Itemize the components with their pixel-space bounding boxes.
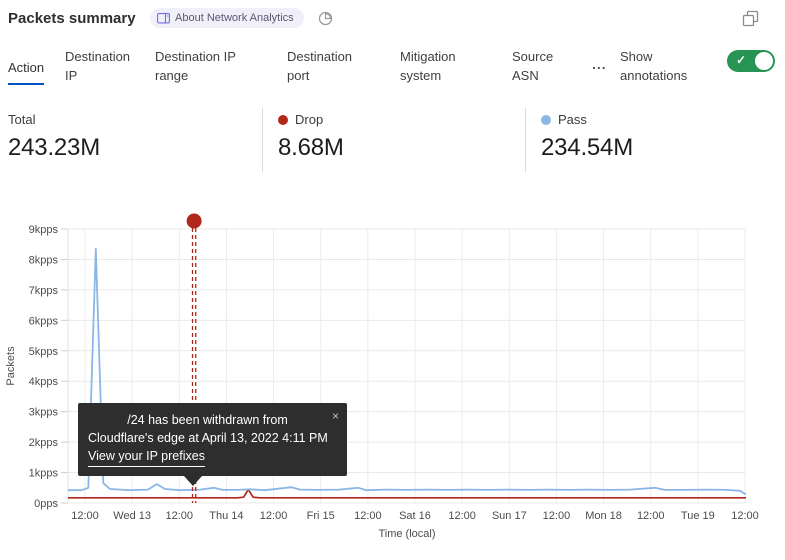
- stat-drop: Drop 8.68M: [278, 112, 344, 162]
- svg-text:Mon 18: Mon 18: [585, 510, 622, 522]
- stat-label: Drop: [295, 112, 324, 127]
- tab-action[interactable]: Action: [8, 59, 45, 85]
- stat-label: Total: [8, 112, 36, 127]
- divider: [262, 108, 263, 172]
- tab-mitigation-system[interactable]: Mitigation system: [400, 49, 456, 83]
- svg-text:3kpps: 3kpps: [29, 407, 59, 419]
- drop-line: [68, 488, 746, 499]
- tooltip-caret-icon: [184, 476, 202, 487]
- show-annotations-label: Show annotations: [620, 49, 688, 83]
- y-axis-title: Packets: [5, 346, 17, 386]
- toggle-knob: [755, 52, 773, 70]
- about-network-analytics-badge[interactable]: About Network Analytics: [150, 8, 304, 28]
- book-icon: [157, 12, 170, 24]
- annotation-tooltip: × /24 has been withdrawn from Cloudflare…: [78, 403, 347, 487]
- svg-text:5kpps: 5kpps: [29, 346, 59, 358]
- tooltip-message-line2: Cloudflare's edge at April 13, 2022 4:11…: [88, 431, 328, 446]
- page-title: Packets summary: [8, 9, 136, 27]
- svg-text:12:00: 12:00: [637, 510, 665, 522]
- drop-dot-icon: [278, 114, 288, 125]
- tab-destination-port[interactable]: Destination port: [287, 49, 353, 83]
- badge-label: About Network Analytics: [175, 12, 294, 24]
- pass-line: [68, 247, 747, 496]
- stat-label: Pass: [558, 112, 587, 127]
- more-tabs-button[interactable]: ...: [592, 56, 607, 72]
- svg-text:8kpps: 8kpps: [29, 254, 59, 266]
- x-axis-title: Time (local): [378, 528, 435, 540]
- header: Packets summary About Network Analytics: [8, 8, 777, 36]
- stat-pass: Pass 234.54M: [541, 112, 633, 162]
- svg-text:12:00: 12:00: [543, 510, 571, 522]
- svg-text:4kpps: 4kpps: [29, 376, 59, 388]
- stat-total: Total 243.23M: [8, 112, 100, 162]
- svg-text:Sat 16: Sat 16: [399, 510, 431, 522]
- svg-text:2kpps: 2kpps: [29, 437, 59, 449]
- tooltip-message-line1: /24 has been withdrawn from: [127, 413, 288, 427]
- stat-value: 234.54M: [541, 134, 633, 161]
- drop-legend-item[interactable]: Drop: [278, 112, 344, 127]
- close-icon[interactable]: ×: [331, 409, 339, 423]
- svg-text:Sun 17: Sun 17: [492, 510, 527, 522]
- dimension-tabs: Action Destination IP Destination IP ran…: [0, 46, 785, 98]
- stat-value: 243.23M: [8, 134, 100, 161]
- svg-text:12:00: 12:00: [71, 510, 99, 522]
- tab-destination-ip-range[interactable]: Destination IP range: [155, 49, 236, 83]
- svg-text:12:00: 12:00: [448, 510, 476, 522]
- svg-text:0pps: 0pps: [34, 498, 58, 510]
- divider: [525, 108, 526, 172]
- svg-text:1kpps: 1kpps: [29, 468, 59, 480]
- svg-text:12:00: 12:00: [354, 510, 382, 522]
- pass-dot-icon: [541, 114, 551, 125]
- show-annotations-toggle[interactable]: ✓: [727, 50, 775, 72]
- stat-total-label-row: Total: [8, 112, 100, 127]
- tooltip-link[interactable]: View your IP prefixes: [88, 447, 205, 468]
- pass-legend-item[interactable]: Pass: [541, 112, 633, 127]
- svg-text:12:00: 12:00: [731, 510, 759, 522]
- svg-text:7kpps: 7kpps: [29, 285, 59, 297]
- svg-text:Tue 19: Tue 19: [681, 510, 715, 522]
- svg-text:Fri 15: Fri 15: [307, 510, 335, 522]
- summary-stats: Total 243.23M Drop 8.68M Pass 234.54M: [0, 108, 785, 178]
- annotation-dot[interactable]: [186, 213, 202, 229]
- stat-value: 8.68M: [278, 134, 344, 161]
- svg-text:Thu 14: Thu 14: [209, 510, 243, 522]
- svg-text:12:00: 12:00: [166, 510, 194, 522]
- clock-icon: [318, 11, 333, 26]
- chart-area: 0pps 1kpps 2kpps 3kpps 4kpps 5kpps 6kpps 7kpps 8…: [0, 200, 785, 555]
- svg-text:Wed 13: Wed 13: [113, 510, 151, 522]
- packets-chart[interactable]: 0pps 1kpps 2kpps 3kpps 4kpps 5kpps 6kpps 7kpps 8…: [0, 200, 785, 555]
- svg-text:6kpps: 6kpps: [29, 315, 59, 327]
- tab-destination-ip[interactable]: Destination IP: [65, 49, 131, 83]
- tab-source-asn[interactable]: Source ASN: [512, 49, 554, 83]
- svg-text:12:00: 12:00: [260, 510, 288, 522]
- svg-text:9kpps: 9kpps: [29, 224, 59, 236]
- checkmark-icon: ✓: [736, 53, 747, 67]
- popout-icon[interactable]: [742, 10, 759, 27]
